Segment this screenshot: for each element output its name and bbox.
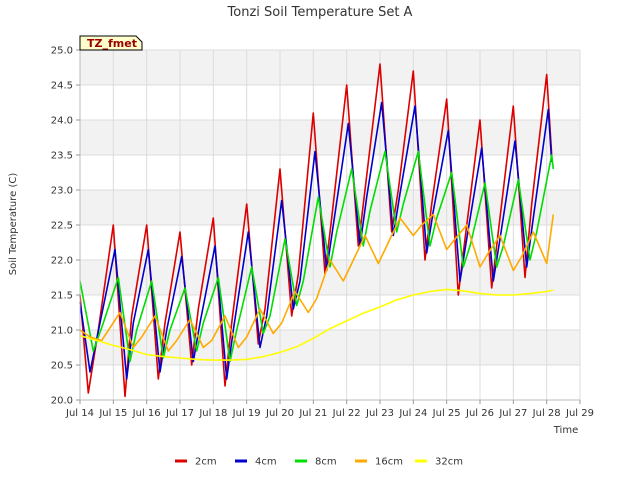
x-tick-label: Jul 23	[365, 408, 394, 419]
y-tick-label: 24.0	[51, 116, 73, 127]
y-tick-label: 21.0	[51, 326, 73, 337]
x-tick-label: Jul 24	[398, 408, 427, 419]
y-tick-label: 20.5	[51, 361, 73, 372]
x-tick-label: Jul 27	[498, 408, 527, 419]
plot-band	[80, 50, 580, 85]
y-tick-label: 22.5	[51, 221, 73, 232]
legend-label-8cm: 8cm	[315, 457, 337, 468]
x-tick-label: Jul 16	[132, 408, 161, 419]
x-tick-label: Jul 14	[65, 408, 94, 419]
y-tick-label: 25.0	[51, 46, 73, 57]
y-tick-label: 20.0	[51, 396, 73, 407]
x-tick-label: Jul 22	[332, 408, 361, 419]
x-axis-ticks: Jul 14 Jul 15 Jul 16 Jul 17 Jul 18 Jul 19 Jul …	[65, 400, 594, 419]
x-tick-label: Jul 19	[232, 408, 261, 419]
x-tick-label: Jul 21	[298, 408, 327, 419]
badge-label: TZ_fmet	[87, 37, 137, 50]
y-axis-label: Soil Temperature (C)	[8, 173, 19, 276]
y-tick-label: 23.0	[51, 186, 73, 197]
y-tick-label: 22.0	[51, 256, 73, 267]
chart-title: Tonzi Soil Temperature Set A	[227, 5, 413, 20]
y-tick-label: 23.5	[51, 151, 73, 162]
plot-band	[80, 120, 580, 155]
station-badge: TZ_fmet	[79, 35, 143, 51]
legend-label-4cm: 4cm	[255, 457, 277, 468]
x-axis-label: Time	[553, 425, 578, 436]
x-tick-label: Jul 17	[165, 408, 194, 419]
x-tick-label: Jul 20	[265, 408, 294, 419]
x-tick-label: Jul 28	[532, 408, 561, 419]
series-line-32cm	[79, 288, 554, 361]
legend-label-32cm: 32cm	[435, 457, 463, 468]
legend-label-2cm: 2cm	[195, 457, 217, 468]
legend-label-16cm: 16cm	[375, 457, 403, 468]
legend: 2cm 4cm 8cm 16cm 32cm	[175, 457, 463, 468]
x-tick-label: Jul 26	[465, 408, 494, 419]
x-tick-label: Jul 18	[198, 408, 227, 419]
x-tick-label: Jul 29	[565, 408, 594, 419]
series-lines	[79, 63, 555, 398]
series-line-8cm	[79, 150, 555, 363]
y-tick-label: 24.5	[51, 81, 73, 92]
y-axis-ticks: 20.0 20.5 21.0 21.5 22.0 22.5 23.0 23.5 24.0 24.5…	[51, 46, 80, 407]
badge-shape	[79, 35, 143, 51]
x-tick-label: Jul 25	[432, 408, 461, 419]
plot-band	[80, 190, 580, 225]
x-tick-label: Jul 15	[98, 408, 127, 419]
y-tick-label: 21.5	[51, 291, 73, 302]
series-line-16cm	[79, 213, 555, 352]
